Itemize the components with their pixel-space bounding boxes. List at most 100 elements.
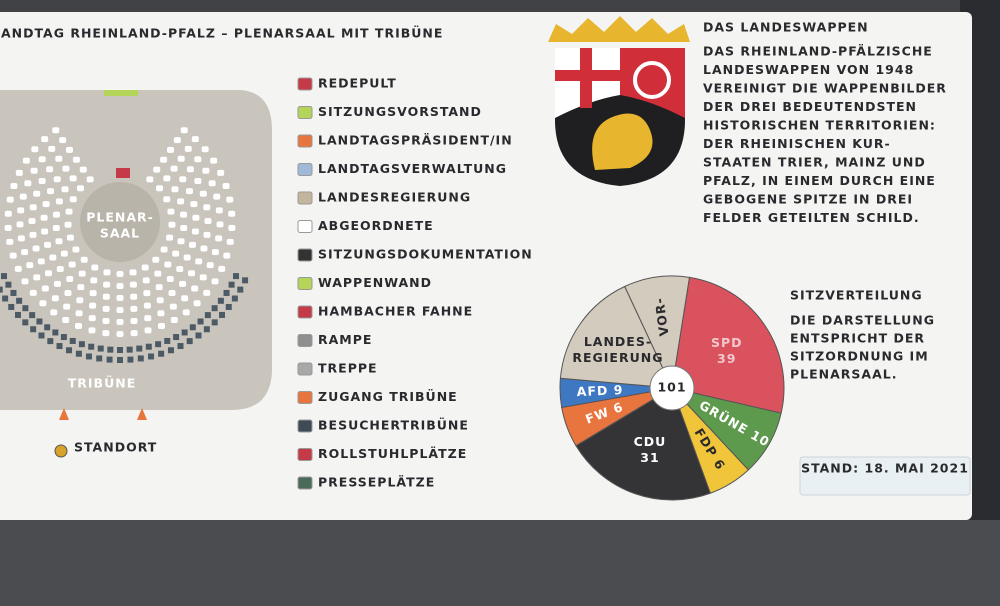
legend-icon	[297, 305, 313, 319]
gallery-seat	[8, 303, 15, 310]
legend-icon	[297, 448, 313, 461]
seat	[200, 245, 208, 252]
seat	[59, 137, 67, 144]
gallery-seat	[137, 355, 144, 362]
legend-icon	[297, 419, 313, 433]
arms-text: DAS RHEINLAND-PFÄLZISCHE LANDESWAPPEN VON…	[703, 44, 946, 226]
gallery-seat	[16, 297, 23, 304]
seat	[52, 127, 60, 134]
slice-line: 31	[640, 450, 659, 465]
seat	[166, 146, 174, 153]
legend-icon	[297, 191, 313, 205]
seat	[15, 169, 23, 176]
legend-label: LANDESREGIERUNG	[318, 190, 471, 205]
legend-icon	[297, 163, 313, 176]
gallery-seat	[127, 356, 134, 363]
seat	[191, 136, 199, 143]
seat	[37, 258, 45, 265]
seat	[72, 246, 80, 253]
seat	[129, 281, 137, 288]
seat	[17, 207, 25, 214]
seat	[32, 245, 40, 252]
seat	[62, 165, 70, 172]
seat	[208, 180, 216, 187]
seat	[223, 252, 231, 259]
seat	[177, 198, 185, 205]
gallery-seat	[75, 350, 82, 357]
seat	[172, 250, 180, 257]
legend-label: LANDTAGSVERWALTUNG	[318, 161, 507, 176]
seat	[102, 305, 110, 312]
gallery-seat	[2, 295, 9, 302]
seat	[182, 309, 190, 316]
seat	[176, 266, 184, 273]
seat	[6, 196, 14, 203]
seat	[130, 330, 138, 337]
seat	[173, 137, 181, 144]
seat	[216, 221, 224, 228]
seat	[74, 323, 82, 330]
seat	[89, 290, 97, 297]
seat	[50, 309, 58, 316]
legend-icon	[297, 334, 313, 347]
legend-label: SITZUNGSVORSTAND	[318, 104, 482, 119]
seat	[17, 235, 25, 242]
legend-label: ZUGANG TRIBÜNE	[318, 389, 458, 404]
gallery-seat	[228, 281, 235, 288]
seat	[188, 270, 196, 277]
seat	[51, 295, 59, 302]
legend-icon	[297, 248, 313, 262]
gallery-seat	[204, 312, 211, 319]
seat	[102, 293, 110, 300]
gallery-seat	[107, 346, 114, 353]
gallery-seat	[106, 356, 113, 363]
legend-icon	[297, 106, 313, 119]
seat	[16, 221, 24, 228]
seat	[63, 303, 71, 310]
seat	[160, 246, 168, 253]
gallery-seat	[56, 343, 63, 350]
gallery-seat	[233, 273, 240, 280]
seat	[86, 176, 94, 183]
seat	[76, 297, 84, 304]
seat	[26, 262, 34, 269]
seat	[130, 305, 138, 312]
seat	[146, 176, 154, 183]
seat	[75, 310, 83, 317]
seat	[31, 146, 39, 153]
distribution-heading: SITZVERTEILUNG	[790, 288, 923, 303]
seat	[199, 190, 207, 197]
gallery-seat	[29, 312, 36, 319]
gallery-seat	[136, 345, 143, 352]
seat	[185, 188, 193, 195]
seat	[169, 303, 177, 310]
distribution-text: DIE DARSTELLUNG ENTSPRICHT DER SITZORDNUNG…	[790, 313, 934, 382]
seat	[29, 231, 37, 238]
seat	[65, 208, 73, 215]
seat	[191, 228, 199, 235]
seat	[130, 293, 138, 300]
seat	[49, 254, 57, 261]
seat	[77, 284, 85, 291]
seat	[40, 214, 48, 221]
gallery-seat	[211, 319, 218, 326]
seat	[215, 207, 223, 214]
seat	[69, 175, 77, 182]
seat	[66, 275, 74, 282]
seat	[226, 196, 234, 203]
pie-slice	[671, 276, 785, 414]
seat	[53, 176, 61, 183]
hall-floor	[80, 182, 160, 262]
seat	[203, 231, 211, 238]
seat	[69, 196, 77, 203]
legend-label: HAMBACHER FAHNE	[318, 304, 473, 319]
seat	[116, 271, 124, 277]
location-label: STANDORT	[74, 440, 157, 455]
gallery-seat	[217, 297, 224, 304]
seat	[21, 278, 29, 285]
floor-tiles	[0, 520, 1000, 606]
slice-label: LANDES-REGIERUNG	[572, 334, 663, 365]
legend-icon	[297, 277, 313, 290]
slice-seats: 9	[613, 382, 623, 397]
